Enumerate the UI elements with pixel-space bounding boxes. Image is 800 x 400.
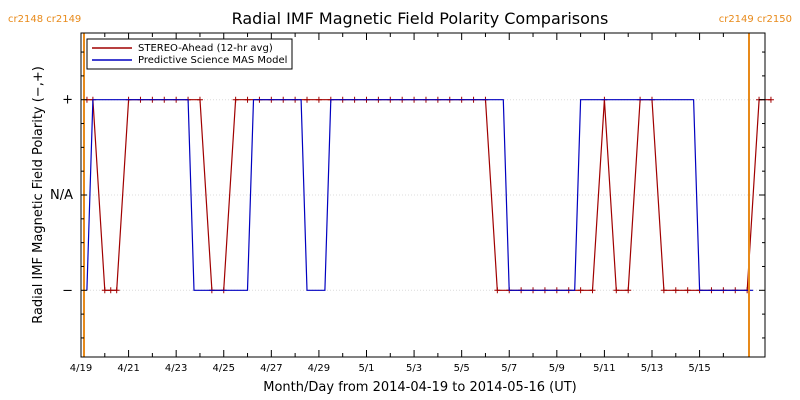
data-point [589, 287, 596, 294]
x-tick-label: 5/13 [641, 363, 663, 374]
legend-label-model: Predictive Science MAS Model [138, 55, 287, 66]
x-axis-ticks: 4/19 4/21 4/23 4/25 4/27 4/29 5/1 5/3 5/5 5/7 5/9 5… [70, 33, 724, 374]
x-tick-label: 4/29 [308, 363, 330, 374]
x-tick-label: 5/3 [406, 363, 422, 374]
y-axis-ticks: − N/A + [50, 51, 765, 339]
chart-title: Radial IMF Magnetic Field Polarity Compa… [232, 9, 609, 28]
data-point [672, 287, 679, 294]
legend: STEREO-Ahead (12-hr avg) Predictive Scie… [86, 38, 293, 70]
data-point [101, 287, 108, 294]
carrington-right-label: cr2149 cr2150 [719, 14, 792, 25]
x-tick-label: 4/19 [70, 363, 92, 374]
data-point [232, 96, 239, 103]
data-point [304, 96, 311, 103]
data-point [315, 96, 322, 103]
x-tick-label: 5/7 [501, 363, 517, 374]
legend-label-stereo: STEREO-Ahead (12-hr avg) [138, 43, 273, 54]
y-tick-label: − [62, 283, 73, 298]
data-point [577, 287, 584, 294]
y-axis-label: Radial IMF Magnetic Field Polarity (−,+) [31, 66, 46, 324]
x-tick-label: 5/11 [593, 363, 615, 374]
data-point [196, 96, 203, 103]
data-point [244, 96, 251, 103]
data-point [625, 287, 632, 294]
x-tick-label: 5/15 [688, 363, 710, 374]
x-tick-label: 4/21 [117, 363, 139, 374]
x-axis-label: Month/Day from 2014-04-19 to 2014-05-16 … [263, 380, 576, 395]
x-tick-label: 5/9 [549, 363, 565, 374]
data-point [660, 287, 667, 294]
x-tick-label: 4/27 [260, 363, 282, 374]
data-point [113, 287, 120, 294]
legend-box [86, 38, 293, 70]
x-tick-label: 5/5 [454, 363, 470, 374]
x-tick-label: 4/25 [213, 363, 235, 374]
x-tick-label: 5/1 [358, 363, 374, 374]
carrington-left-label: cr2148 cr2149 [8, 14, 81, 25]
x-tick-label: 4/23 [165, 363, 187, 374]
series-layer [83, 96, 774, 294]
data-point [107, 287, 114, 294]
y-tick-label: + [62, 93, 73, 108]
series-line-1 [86, 99, 754, 291]
y-tick-label: N/A [50, 188, 73, 203]
data-point [767, 96, 774, 103]
data-point [613, 287, 620, 294]
data-point [494, 287, 501, 294]
data-point [684, 287, 691, 294]
